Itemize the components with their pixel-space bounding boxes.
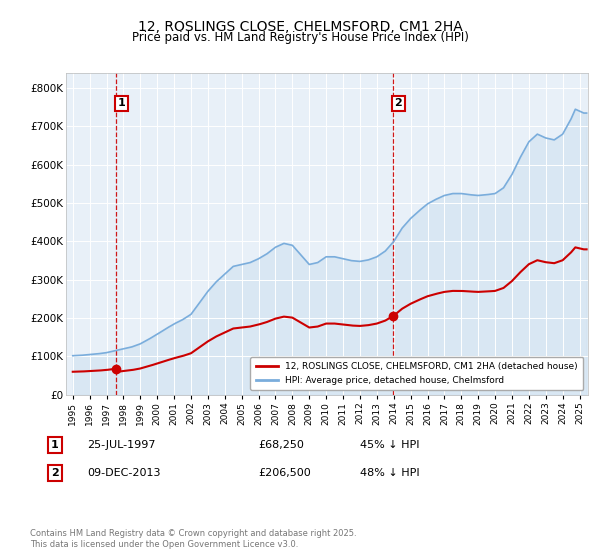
Text: 2: 2 bbox=[394, 99, 402, 109]
Text: 2: 2 bbox=[51, 468, 59, 478]
Text: 09-DEC-2013: 09-DEC-2013 bbox=[87, 468, 161, 478]
Text: £206,500: £206,500 bbox=[258, 468, 311, 478]
Text: 48% ↓ HPI: 48% ↓ HPI bbox=[360, 468, 419, 478]
Text: £68,250: £68,250 bbox=[258, 440, 304, 450]
Legend: 12, ROSLINGS CLOSE, CHELMSFORD, CM1 2HA (detached house), HPI: Average price, de: 12, ROSLINGS CLOSE, CHELMSFORD, CM1 2HA … bbox=[250, 357, 583, 390]
Text: 45% ↓ HPI: 45% ↓ HPI bbox=[360, 440, 419, 450]
Text: Price paid vs. HM Land Registry's House Price Index (HPI): Price paid vs. HM Land Registry's House … bbox=[131, 31, 469, 44]
Text: 12, ROSLINGS CLOSE, CHELMSFORD, CM1 2HA: 12, ROSLINGS CLOSE, CHELMSFORD, CM1 2HA bbox=[137, 20, 463, 34]
Text: 1: 1 bbox=[118, 99, 125, 109]
Text: 1: 1 bbox=[51, 440, 59, 450]
Text: 25-JUL-1997: 25-JUL-1997 bbox=[87, 440, 155, 450]
Text: Contains HM Land Registry data © Crown copyright and database right 2025.
This d: Contains HM Land Registry data © Crown c… bbox=[30, 529, 356, 549]
